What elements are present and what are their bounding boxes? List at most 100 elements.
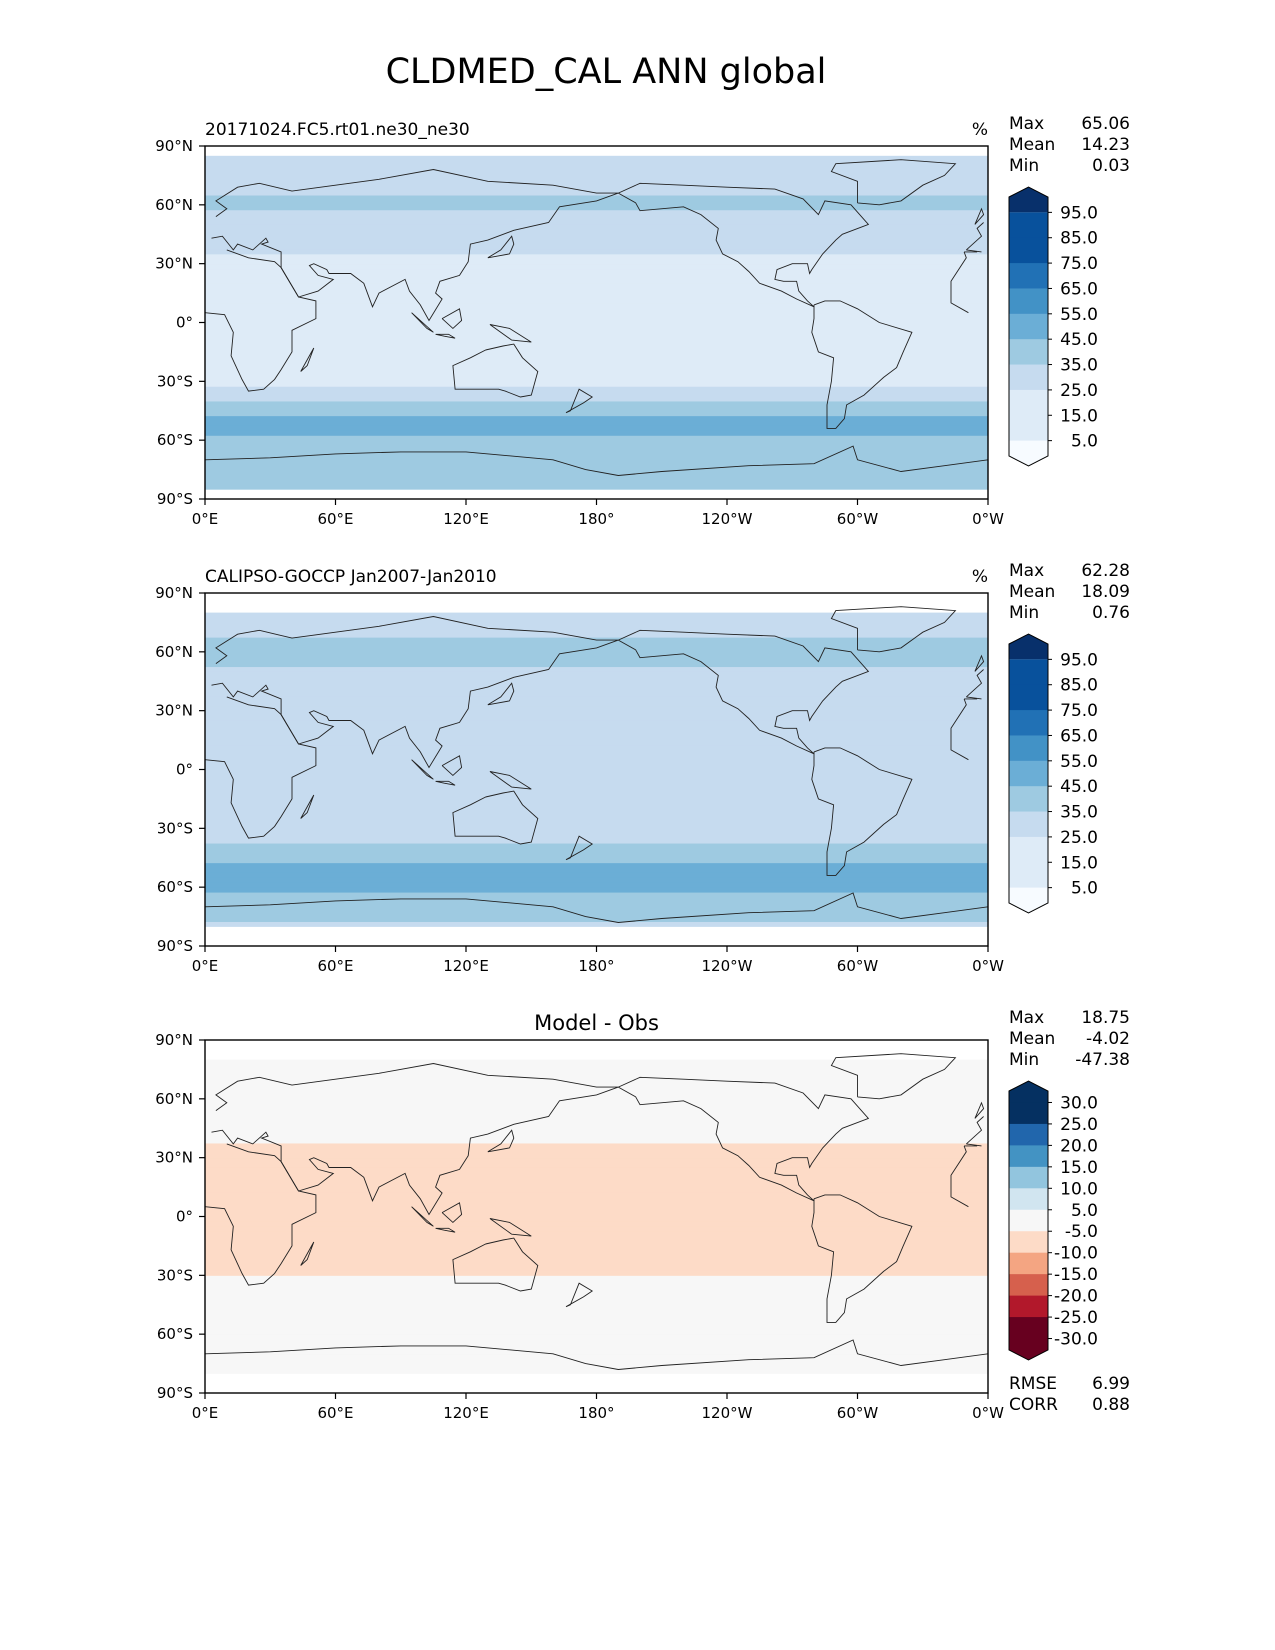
y-tick-label: 90°S	[157, 937, 193, 955]
coastline-path	[300, 1241, 315, 1266]
field-band	[205, 435, 988, 441]
field-band	[205, 293, 988, 299]
coastline-path	[974, 654, 985, 672]
field-band	[205, 1275, 988, 1281]
y-tick-label: 30°N	[155, 702, 193, 720]
x-tick-label: 180°	[578, 510, 614, 528]
field-band	[205, 911, 988, 918]
y-tick-label: 30°N	[155, 1149, 193, 1167]
y-tick-label: 90°N	[155, 137, 193, 155]
x-tick-label: 120°W	[702, 957, 753, 975]
coastline-path	[452, 1237, 539, 1292]
field-band	[205, 425, 988, 431]
colorbar-tick-label: 20.0	[1060, 1136, 1098, 1156]
colorbar-extend-top	[1009, 634, 1048, 660]
field-band	[205, 921, 988, 927]
colorbar-segment	[1009, 415, 1048, 442]
coastline-path	[830, 606, 957, 653]
field-band	[205, 1245, 988, 1252]
field-band	[205, 283, 988, 289]
colorbar-outline	[1008, 186, 1049, 467]
field-band	[205, 1113, 988, 1119]
y-tick-label: 60°N	[155, 196, 193, 214]
field-band	[205, 852, 988, 859]
coastline-path	[205, 1339, 988, 1370]
y-tick-label: 0°	[176, 314, 193, 332]
field-band	[205, 769, 988, 775]
colorbar-extend-top	[1009, 187, 1048, 213]
coastlines	[205, 159, 988, 476]
field-band	[205, 916, 988, 922]
colorbar-tick-label: 30.0	[1060, 1093, 1098, 1113]
stat-value: 14.23	[1081, 135, 1130, 155]
colorbar-tick-label: 25.0	[1060, 828, 1098, 848]
y-tick-label: 60°N	[155, 643, 193, 661]
field-band	[205, 764, 988, 770]
field-band	[205, 1079, 988, 1085]
field-band	[205, 1098, 988, 1105]
field-band	[205, 1206, 988, 1213]
colorbar-tick-label: 45.0	[1060, 330, 1098, 350]
coastline-path	[300, 794, 315, 819]
field-band	[205, 312, 988, 319]
field-band	[205, 695, 988, 702]
y-tick-label: 30°S	[157, 1266, 193, 1284]
field-band	[205, 170, 988, 176]
field-band	[205, 1304, 988, 1311]
x-tick-label: 0°W	[972, 1404, 1004, 1422]
field-band	[205, 847, 988, 854]
field-band	[205, 175, 988, 181]
x-tick-label: 120°W	[702, 510, 753, 528]
field-band	[205, 632, 988, 638]
field-band	[205, 440, 988, 446]
field-band	[205, 794, 988, 800]
field-band	[205, 180, 988, 186]
field-band	[205, 1182, 988, 1188]
field-band	[205, 386, 988, 392]
colorbar-outline	[1008, 633, 1049, 914]
stat-name: Min	[1009, 603, 1039, 623]
field-band	[205, 224, 988, 230]
x-tick-label: 120°E	[443, 1404, 489, 1422]
coastline-path	[435, 333, 456, 339]
field-band	[205, 165, 988, 172]
colorbar-segment	[1009, 1123, 1048, 1146]
stat-name: Max	[1009, 561, 1044, 581]
field-band	[205, 484, 988, 490]
field-band	[205, 1339, 988, 1345]
x-tick-label: 60°W	[837, 510, 879, 528]
y-tick-label: 60°S	[157, 431, 193, 449]
field-band	[205, 1123, 988, 1129]
field-band	[205, 327, 988, 333]
coastline-path	[205, 696, 978, 839]
field-band	[205, 1118, 988, 1124]
x-tick-label: 180°	[578, 957, 614, 975]
field-band	[205, 248, 988, 255]
field-band	[205, 823, 988, 829]
field-band	[205, 1167, 988, 1173]
field-band	[205, 1236, 988, 1242]
field-band	[205, 612, 988, 619]
coastline-path	[205, 249, 978, 392]
colorbar-segment	[1009, 389, 1048, 416]
field-band	[205, 744, 988, 751]
field-band	[205, 1089, 988, 1095]
field-band	[205, 877, 988, 883]
field-band	[205, 1329, 988, 1335]
field-band	[205, 681, 988, 687]
field-band	[205, 882, 988, 888]
field-band	[205, 1108, 988, 1115]
field-band	[205, 715, 988, 721]
field-band	[205, 1368, 988, 1374]
colorbar-tick-label: 65.0	[1060, 726, 1098, 746]
field-band	[205, 1285, 988, 1291]
field-band	[205, 901, 988, 908]
colorbar-tick-label: 15.0	[1060, 406, 1098, 426]
x-tick-label: 60°E	[317, 1404, 353, 1422]
colorbar-extend-bottom	[1009, 440, 1048, 466]
field-band	[205, 1142, 988, 1149]
field-band	[205, 656, 988, 663]
field-band	[205, 1260, 988, 1267]
field-band	[205, 464, 988, 471]
x-tick-label: 0°E	[192, 957, 219, 975]
